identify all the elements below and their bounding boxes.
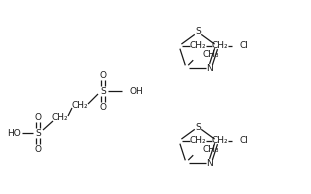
Text: Cl: Cl (240, 41, 249, 50)
Text: Cl: Cl (240, 136, 249, 145)
Text: S: S (35, 128, 41, 138)
Text: CH₃: CH₃ (202, 145, 219, 154)
Text: O: O (35, 113, 41, 121)
Text: O: O (35, 145, 41, 153)
Text: OH: OH (130, 87, 144, 95)
Text: CH₂: CH₂ (190, 136, 206, 145)
Text: CH₂: CH₂ (52, 113, 68, 122)
Text: O: O (100, 102, 106, 112)
Text: S: S (195, 122, 201, 132)
Text: O: O (100, 70, 106, 80)
Text: S: S (195, 28, 201, 36)
Text: CH₂: CH₂ (190, 41, 206, 50)
Text: N: N (207, 64, 213, 73)
Text: CH₂: CH₂ (212, 136, 228, 145)
Text: HO: HO (7, 128, 21, 138)
Text: N: N (207, 159, 213, 168)
Text: CH₂: CH₂ (72, 101, 88, 111)
Text: S: S (100, 87, 106, 95)
Text: CH₂: CH₂ (212, 41, 228, 50)
Text: CH₃: CH₃ (202, 50, 219, 59)
